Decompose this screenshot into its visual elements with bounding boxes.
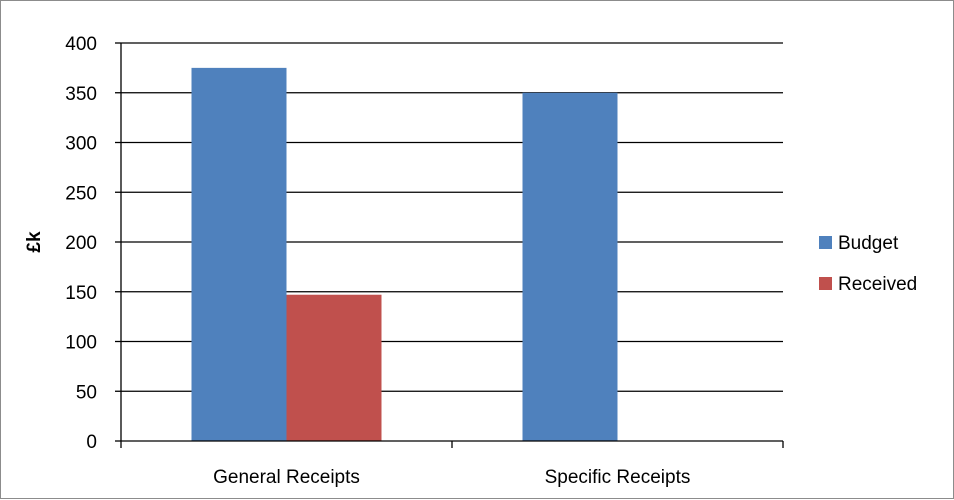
legend-swatch-budget xyxy=(819,236,832,249)
y-tick-label: 300 xyxy=(65,134,97,155)
y-tick-label: 150 xyxy=(65,283,97,304)
x-tick-labels: General Receipts Specific Receipts xyxy=(213,467,690,488)
y-tick-label: 100 xyxy=(65,333,97,354)
x-tick-label: General Receipts xyxy=(213,467,360,488)
legend-label-received: Received xyxy=(838,274,917,295)
legend-label-budget: Budget xyxy=(838,233,899,254)
x-tick-label: Specific Receipts xyxy=(545,467,691,488)
bar-received-0 xyxy=(286,294,382,441)
y-tick-labels: 0 50 100 150 200 250 300 350 400 xyxy=(65,34,97,453)
y-axis-title: £k xyxy=(24,231,45,253)
legend-swatch-received xyxy=(819,277,832,290)
y-tick-label: 250 xyxy=(65,183,97,204)
legend: Budget Received xyxy=(819,233,917,295)
axes xyxy=(115,42,784,448)
y-tick-label: 50 xyxy=(76,382,97,403)
bars xyxy=(191,67,618,441)
y-tick-label: 0 xyxy=(86,432,97,453)
y-tick-label: 400 xyxy=(65,34,97,55)
bar-budget-1 xyxy=(522,92,618,441)
y-tick-label: 350 xyxy=(65,84,97,105)
y-tick-label: 200 xyxy=(65,233,97,254)
bar-budget-0 xyxy=(191,67,287,441)
